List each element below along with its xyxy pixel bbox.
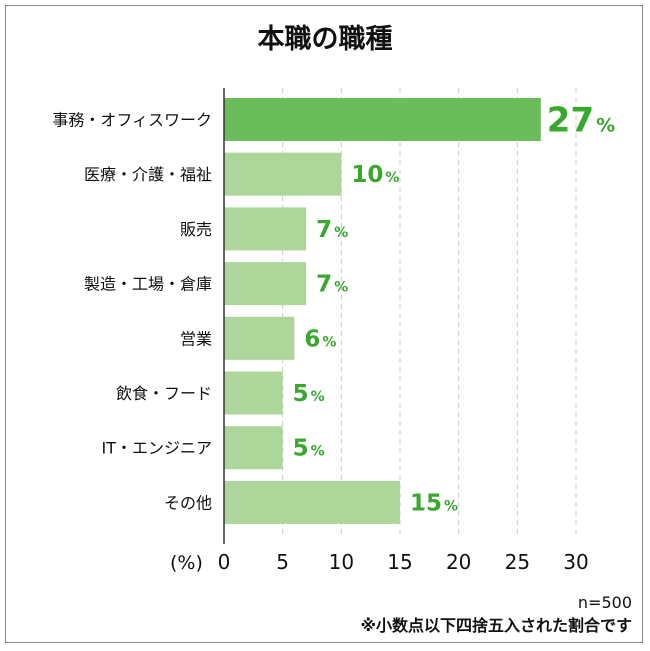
x-tick-label: 25: [505, 550, 530, 574]
category-label: 営業: [180, 329, 212, 348]
x-axis: 0 5 10 15 20 25 30: [218, 88, 589, 574]
bar: [224, 371, 283, 415]
x-tick-label: 10: [329, 550, 354, 574]
value-label: 15%: [410, 490, 458, 516]
category-label: 製造・工場・倉庫: [84, 275, 212, 294]
category-label: その他: [164, 493, 212, 512]
bars: [224, 98, 541, 524]
x-tick-label: 0: [218, 550, 231, 574]
value-label: 6%: [304, 326, 336, 352]
bar: [224, 262, 307, 306]
value-label: 7%: [316, 217, 348, 243]
bar: [224, 480, 400, 524]
x-tick-label: 5: [276, 550, 289, 574]
x-tick-label: 15: [387, 550, 412, 574]
value-label: 10%: [351, 162, 399, 188]
value-label: 27%: [547, 101, 615, 141]
bar: [224, 426, 283, 470]
sample-size-note: n=500: [578, 593, 632, 612]
category-label: 販売: [180, 220, 212, 239]
bar: [224, 98, 541, 141]
category-label: 飲食・フード: [116, 384, 212, 403]
bar: [224, 316, 295, 360]
x-unit-label: (%): [170, 552, 203, 574]
chart-title: 本職の職種: [258, 24, 393, 55]
x-tick-label: 30: [563, 550, 588, 574]
bar: [224, 152, 342, 196]
value-label: 7%: [316, 272, 348, 298]
bar: [224, 207, 307, 251]
category-label: IT・エンジニア: [102, 439, 213, 458]
category-label: 事務・オフィスワーク: [52, 111, 212, 130]
value-label: 5%: [293, 381, 325, 407]
x-tick-label: 20: [446, 550, 471, 574]
value-label: 5%: [293, 436, 325, 462]
rounding-note: ※小数点以下四捨五入された割合です: [360, 616, 632, 635]
value-labels: 27 % 10 % 7 % 7 % 6 % 5 % 5 % 15%: [293, 101, 616, 517]
category-label: 医療・介護・福祉: [84, 165, 212, 184]
